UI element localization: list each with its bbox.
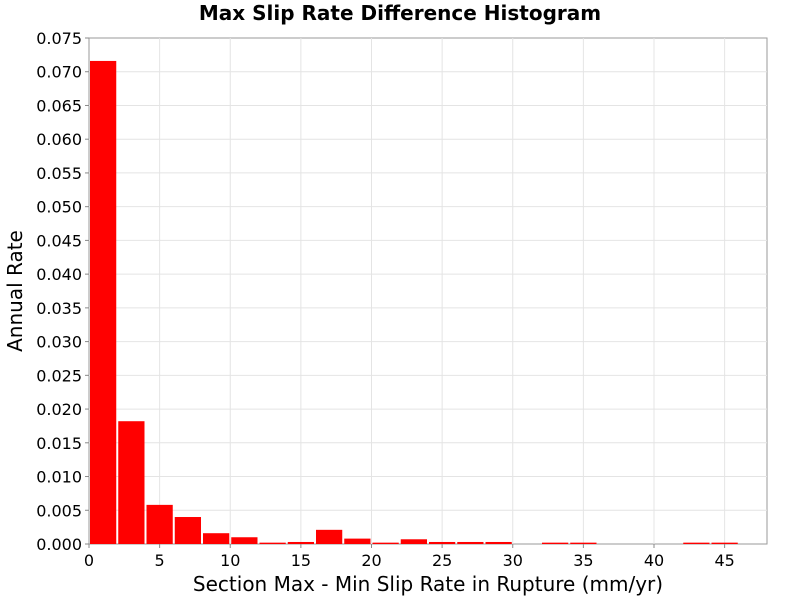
y-tick-label: 0.005: [36, 501, 82, 520]
y-tick-label: 0.055: [36, 164, 82, 183]
plot-area: [88, 37, 768, 545]
y-tick-label: 0.050: [36, 198, 82, 217]
y-axis-label: Annual Rate: [3, 230, 27, 352]
histogram-bar: [372, 542, 399, 544]
x-tick-label: 40: [644, 551, 664, 570]
histogram-bar: [400, 539, 427, 544]
y-tick-label: 0.015: [36, 434, 82, 453]
y-tick-label: 0.075: [36, 29, 82, 48]
y-tick-label: 0.070: [36, 63, 82, 82]
x-tick-label: 0: [84, 551, 94, 570]
histogram-bar: [457, 541, 484, 544]
histogram-bar: [146, 504, 173, 544]
histogram-bar: [287, 541, 314, 544]
y-tick-label: 0.025: [36, 366, 82, 385]
x-tick-label: 5: [155, 551, 165, 570]
y-tick-label: 0.000: [36, 535, 82, 554]
chart-title: Max Slip Rate Difference Histogram: [199, 1, 601, 25]
histogram-bar: [683, 542, 710, 544]
y-tick-label: 0.065: [36, 96, 82, 115]
x-tick-label: 15: [291, 551, 311, 570]
y-tick-label: 0.045: [36, 231, 82, 250]
y-tick-label: 0.040: [36, 265, 82, 284]
y-tick-label: 0.020: [36, 400, 82, 419]
grid-lines: [89, 38, 767, 544]
x-axis-label: Section Max - Min Slip Rate in Rupture (…: [193, 572, 663, 596]
x-tick-label: 20: [361, 551, 381, 570]
histogram-bar: [203, 533, 230, 544]
x-tick-label: 35: [573, 551, 593, 570]
x-tick-label: 45: [714, 551, 734, 570]
histogram-bar: [174, 517, 201, 544]
y-tick-label: 0.035: [36, 299, 82, 318]
histogram-bar: [316, 529, 343, 544]
histogram-bar: [570, 542, 597, 544]
y-tick-label: 0.030: [36, 333, 82, 352]
histogram-bar: [542, 542, 569, 544]
x-tick-label: 25: [432, 551, 452, 570]
histogram-bar: [90, 60, 117, 545]
histogram-bar: [711, 542, 738, 544]
bars: [90, 60, 738, 545]
histogram-bar: [259, 542, 286, 544]
y-tick-label: 0.010: [36, 468, 82, 487]
x-axis-ticks: 0 5 10 15 20 25 30 35 40 45: [84, 544, 735, 570]
histogram-bar: [118, 421, 145, 544]
histogram-bar: [429, 541, 456, 544]
x-tick-label: 10: [220, 551, 240, 570]
histogram-bar: [231, 537, 258, 544]
histogram-bar: [485, 541, 512, 544]
y-tick-label: 0.060: [36, 130, 82, 149]
histogram-bar: [344, 538, 371, 544]
x-tick-label: 30: [503, 551, 523, 570]
y-axis-ticks: 0.000 0.005 0.010 0.015 0.020 0.025 0.030 0.035…: [36, 29, 89, 554]
